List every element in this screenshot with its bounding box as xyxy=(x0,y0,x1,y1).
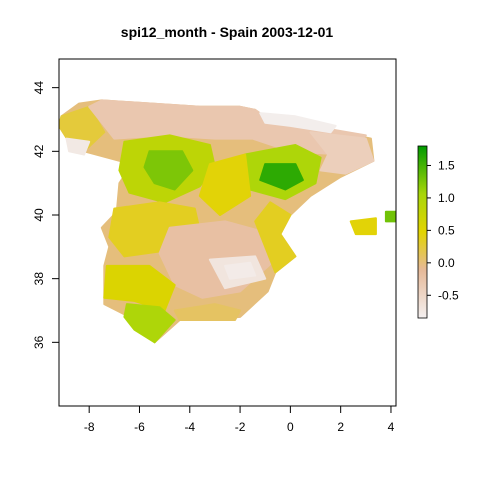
colorbar-tick-label: 0.5 xyxy=(438,223,455,237)
region-ebro-core xyxy=(259,163,304,191)
plot-frame xyxy=(58,58,397,407)
region-southwest-wet xyxy=(123,303,176,344)
colorbar-tick-label: 0.0 xyxy=(438,256,455,270)
map-layer xyxy=(59,99,396,344)
x-axis: -8 -6 -4 -2 0 2 4 xyxy=(84,406,395,434)
colorbar-tick-label: 1.0 xyxy=(438,191,455,205)
y-tick-label: 44 xyxy=(32,81,46,95)
x-tick-label: 2 xyxy=(337,420,344,434)
region-north-white-patch xyxy=(259,112,337,134)
y-tick-label: 36 xyxy=(32,335,46,349)
region-east-coast xyxy=(254,201,297,274)
y-axis: 36 38 40 42 44 xyxy=(32,81,59,349)
region-iberian-range xyxy=(198,153,252,216)
x-tick-label: -4 xyxy=(184,420,195,434)
colorbar-legend: -0.5 0.0 0.5 1.0 1.5 xyxy=(417,145,459,319)
region-north-dry-coast xyxy=(88,99,367,156)
region-northeast-coast xyxy=(309,131,375,175)
x-tick-label: 4 xyxy=(388,420,395,434)
region-menorca xyxy=(384,210,396,223)
region-lower-guadalquivir xyxy=(103,264,176,312)
colorbar-tick-label: -0.5 xyxy=(438,288,459,302)
region-southeast-white-patch xyxy=(224,261,257,280)
y-tick-label: 42 xyxy=(32,144,46,158)
y-tick-label: 40 xyxy=(32,208,46,222)
x-tick-label: -6 xyxy=(134,420,145,434)
map-title: spi12_month - Spain 2003-12-01 xyxy=(121,24,334,40)
colorbar-ticks: -0.5 0.0 0.5 1.0 1.5 xyxy=(427,158,459,302)
region-north-plateau-core xyxy=(143,150,194,191)
colorbar-tick-label: 1.5 xyxy=(438,158,455,172)
y-tick-label: 38 xyxy=(32,272,46,286)
x-tick-label: -8 xyxy=(84,420,95,434)
region-galicia-white-patch xyxy=(65,137,91,156)
colorbar xyxy=(417,145,428,319)
region-south-coast xyxy=(173,303,242,321)
x-tick-label: -2 xyxy=(235,420,246,434)
x-tick-label: 0 xyxy=(287,420,294,434)
region-mallorca xyxy=(349,217,377,236)
